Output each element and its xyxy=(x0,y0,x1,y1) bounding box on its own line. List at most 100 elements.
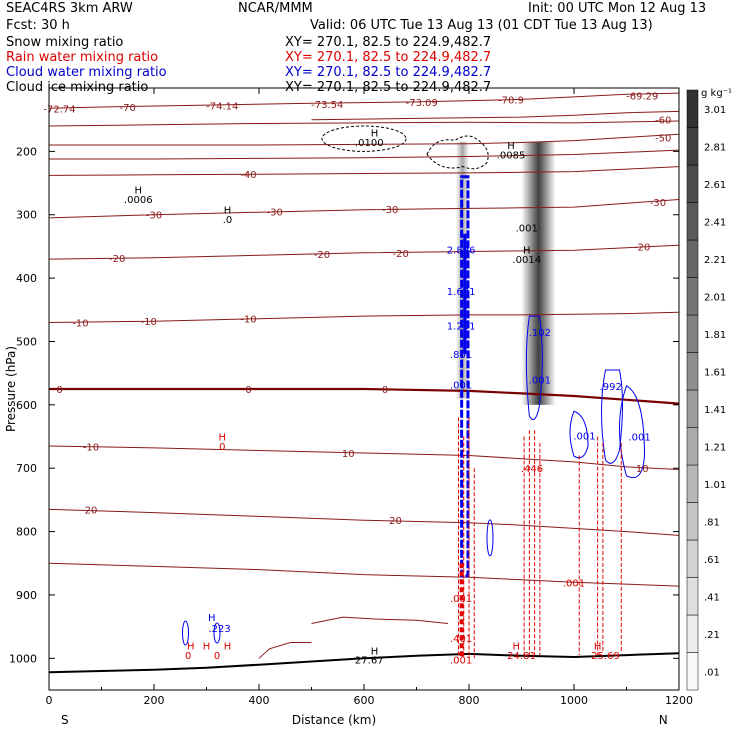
colorbar-swatch-14 xyxy=(686,127,699,166)
field-label-36: 27.67 xyxy=(355,656,384,667)
temperature-label-1: -70 xyxy=(120,103,136,114)
temperature-label-22: 0 xyxy=(245,385,251,396)
colorbar-label-12: 2.41 xyxy=(704,217,726,228)
x-tick-label-2: 400 xyxy=(249,694,270,707)
colorbar-swatch-13 xyxy=(686,164,699,203)
field-label-12: 1.601 xyxy=(447,287,476,298)
field-label-8: H xyxy=(523,246,531,257)
temperature-label-9: -40 xyxy=(240,170,256,181)
temperature-label-7: -60 xyxy=(655,116,671,127)
y-tick-label-4: 600 xyxy=(16,399,37,412)
terrain-line xyxy=(49,652,679,674)
temperature-contour-3 xyxy=(49,166,679,176)
temperature-label-2: -74.14 xyxy=(206,102,238,113)
field-label-30: .446 xyxy=(521,464,543,475)
cloud-water-right-1 xyxy=(525,315,543,420)
y-tick-label-7: 900 xyxy=(16,589,37,602)
colorbar-label-11: 2.21 xyxy=(704,255,726,266)
temperature-label-26: 10 xyxy=(636,464,649,475)
colorbar-label-1: .21 xyxy=(704,630,720,641)
temperature-contour-extra-top xyxy=(49,120,679,127)
field-label-23: H xyxy=(224,642,232,653)
temperature-label-5: -70.9 xyxy=(498,95,524,106)
temperature-label-23: 0 xyxy=(382,385,388,396)
field-label-39: H xyxy=(594,642,602,653)
field-label-29: 0 xyxy=(219,442,225,453)
colorbar-label-13: 2.61 xyxy=(704,180,726,191)
field-label-21: .223 xyxy=(208,624,230,635)
temperature-contour-8 xyxy=(49,445,679,470)
field-label-16: .102 xyxy=(529,328,551,339)
temperature-contour-extra-low xyxy=(49,562,679,587)
colorbar-label-6: 1.21 xyxy=(704,442,726,453)
temperature-label-4: -73.09 xyxy=(406,98,438,109)
field-label-7: .0 xyxy=(223,215,233,226)
temperature-label-11: -30 xyxy=(267,208,283,219)
field-label-40: 25.69 xyxy=(591,651,620,662)
temperature-label-3: -73.54 xyxy=(311,100,343,111)
y-axis-label: Pressure (hPa) xyxy=(4,346,18,432)
temperature-contour-extra-bl xyxy=(311,616,449,624)
colorbar-swatch-11 xyxy=(686,239,699,278)
y-tick-label-6: 800 xyxy=(16,526,37,539)
colorbar-swatch-9 xyxy=(686,314,699,353)
field-label-9: .0014 xyxy=(512,255,541,266)
colorbar-swatch-5 xyxy=(686,464,699,503)
y-tick-label-3: 500 xyxy=(16,335,37,348)
field-label-4: H xyxy=(134,185,142,196)
colorbar-swatch-7 xyxy=(686,389,699,428)
temperature-label-10: -30 xyxy=(146,211,162,222)
colorbar-label-7: 1.41 xyxy=(704,405,726,416)
field-cloudwater-xy: XY= 270.1, 82.5 to 224.9,482.7 xyxy=(285,65,492,80)
cloud-water-low-1 xyxy=(182,620,189,646)
x-tick-label-3: 600 xyxy=(354,694,375,707)
cloud-water-right-3 xyxy=(569,410,589,459)
field-label-13: 1.201 xyxy=(447,322,476,333)
colorbar-swatch-8 xyxy=(686,352,699,391)
temperature-contour-5 xyxy=(49,244,679,260)
colorbar-swatch-0 xyxy=(686,652,699,691)
colorbar-label-9: 1.81 xyxy=(704,330,726,341)
field-label-34: .001 xyxy=(450,656,472,667)
colorbar-label-8: 1.61 xyxy=(704,367,726,378)
temperature-label-27: 20 xyxy=(85,505,98,516)
colorbar-swatch-4 xyxy=(686,502,699,541)
field-rain-name: Rain water mixing ratio xyxy=(6,50,159,65)
field-label-26: 0 xyxy=(185,651,191,662)
temperature-label-18: -10 xyxy=(72,318,88,329)
colorbar-swatch-2 xyxy=(686,577,699,616)
valid-time: Valid: 06 UTC Tue 13 Aug 13 (01 CDT Tue … xyxy=(310,18,653,33)
x-tick-label-6: 1200 xyxy=(665,694,693,707)
y-tick-label-5: 700 xyxy=(16,462,37,475)
field-label-19: .001 xyxy=(573,431,595,442)
org-label: NCAR/MMM xyxy=(238,1,313,16)
field-snow-name: Snow mixing ratio xyxy=(6,35,124,50)
model-title: SEAC4RS 3km ARW xyxy=(6,1,133,16)
colorbar-label-0: .01 xyxy=(704,667,720,678)
temperature-contour-2 xyxy=(49,133,679,146)
field-label-37: H xyxy=(512,642,520,653)
colorbar-swatch-3 xyxy=(686,539,699,578)
temperature-label-14: -20 xyxy=(109,254,125,265)
temperature-label-8: -50 xyxy=(655,133,671,144)
snow-contour-2 xyxy=(426,135,489,170)
temperature-contour-0 xyxy=(49,92,679,109)
temperature-label-21: 0 xyxy=(56,385,62,396)
x-tick-label-5: 1000 xyxy=(560,694,588,707)
field-label-11: 2.896 xyxy=(447,246,476,257)
temperature-label-16: -20 xyxy=(393,249,409,260)
field-label-28: H xyxy=(218,433,226,444)
colorbar-label-3: .61 xyxy=(704,555,720,566)
temperature-label-12: -30 xyxy=(382,205,398,216)
field-snow-xy: XY= 270.1, 82.5 to 224.9,482.7 xyxy=(285,35,492,50)
field-label-15: .001 xyxy=(450,381,472,392)
colorbar-label-5: 1.01 xyxy=(704,480,726,491)
field-label-32: .001 xyxy=(450,594,472,605)
colorbar-label-14: 2.81 xyxy=(704,142,726,153)
field-label-22: H xyxy=(208,613,216,624)
x-tick-label-0: 0 xyxy=(46,694,53,707)
field-label-27: 0 xyxy=(214,651,220,662)
temperature-label-0: -72.74 xyxy=(43,104,75,115)
forecast-hour: Fcst: 30 h xyxy=(6,18,70,33)
temperature-contour-extra-mid xyxy=(49,149,679,160)
